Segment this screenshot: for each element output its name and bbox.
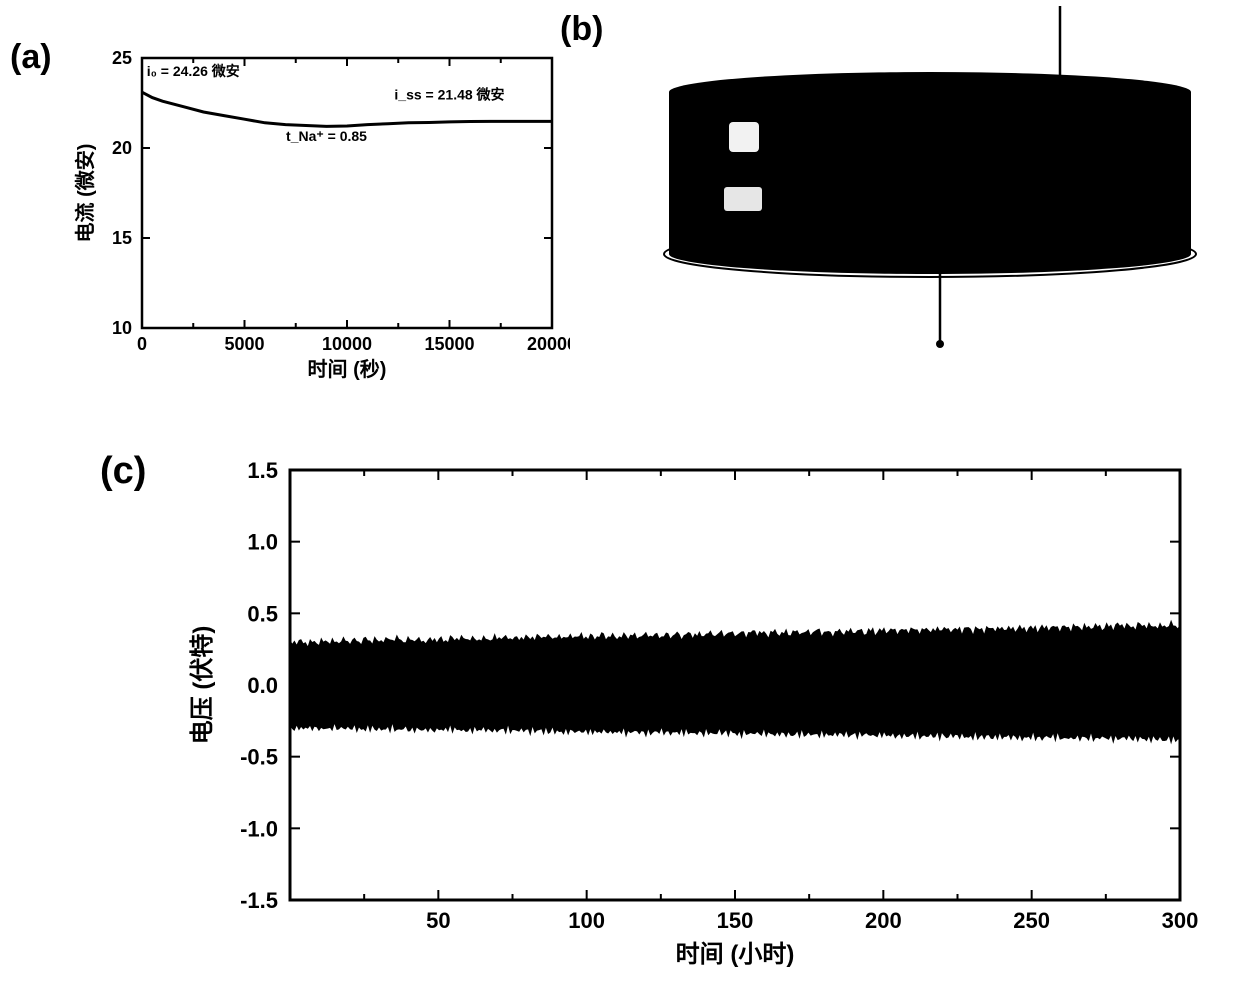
svg-text:15: 15 — [112, 228, 132, 248]
svg-text:25: 25 — [112, 48, 132, 68]
svg-text:150: 150 — [717, 908, 754, 933]
svg-text:15000: 15000 — [424, 334, 474, 354]
panel-b-schematic — [640, 0, 1220, 360]
svg-text:5000: 5000 — [224, 334, 264, 354]
svg-text:时间 (小时): 时间 (小时) — [676, 941, 795, 968]
svg-text:20: 20 — [112, 138, 132, 158]
svg-text:300: 300 — [1162, 908, 1199, 933]
svg-text:200: 200 — [865, 908, 902, 933]
panel-b-label: (b) — [560, 10, 603, 49]
svg-text:0.5: 0.5 — [247, 601, 278, 626]
svg-text:10000: 10000 — [322, 334, 372, 354]
panel-c-chart: 50 100 150 200 250 300 -1.5 -1.0 -0.5 0.0 0.5 1.0 1.… — [180, 440, 1200, 980]
panel-c-label: (c) — [100, 450, 146, 493]
panel-a-label: (a) — [10, 38, 52, 77]
svg-text:0: 0 — [137, 334, 147, 354]
svg-text:1.5: 1.5 — [247, 458, 278, 483]
svg-text:10: 10 — [112, 318, 132, 338]
svg-text:电压 (伏特): 电压 (伏特) — [189, 626, 216, 745]
panel-a-chart: 0 5000 10000 15000 20000 10 15 20 25 时间 (秒) 电流 (微安… — [70, 40, 570, 390]
svg-text:i₀ = 24.26 微安: i₀ = 24.26 微安 — [147, 63, 240, 79]
svg-text:0.0: 0.0 — [247, 673, 278, 698]
svg-text:i_ss = 21.48 微安: i_ss = 21.48 微安 — [394, 86, 504, 102]
svg-text:-0.5: -0.5 — [240, 745, 278, 770]
svg-text:-1.0: -1.0 — [240, 816, 278, 841]
svg-text:t_Na⁺ = 0.85: t_Na⁺ = 0.85 — [286, 128, 367, 144]
svg-text:50: 50 — [426, 908, 450, 933]
svg-text:100: 100 — [568, 908, 605, 933]
svg-text:250: 250 — [1013, 908, 1050, 933]
svg-text:时间 (秒): 时间 (秒) — [308, 357, 387, 381]
svg-text:-1.5: -1.5 — [240, 888, 278, 913]
svg-text:电流 (微安): 电流 (微安) — [73, 144, 97, 243]
svg-text:1.0: 1.0 — [247, 530, 278, 555]
svg-text:20000: 20000 — [527, 334, 570, 354]
